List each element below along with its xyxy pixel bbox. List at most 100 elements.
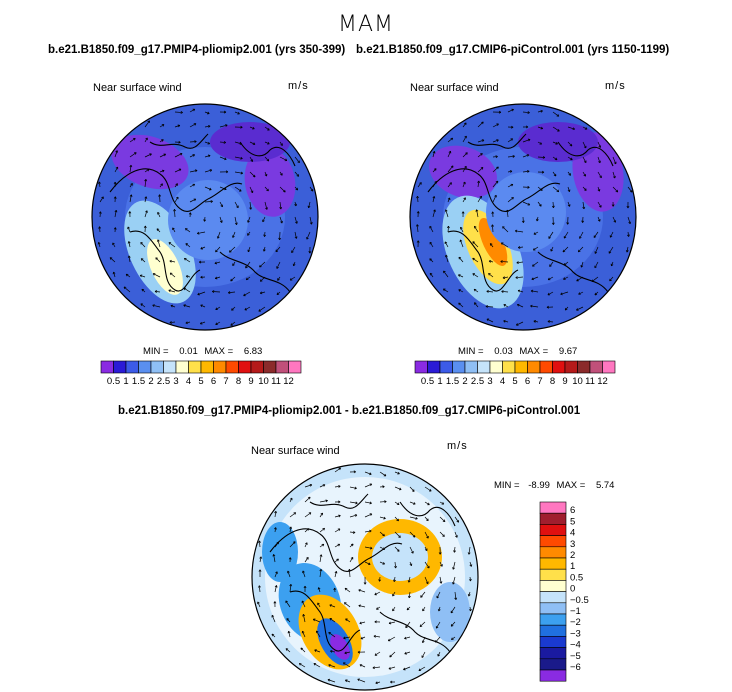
panel1-colorbar-box-7 (189, 361, 202, 373)
panel2-colorbar-box-4 (465, 361, 478, 373)
panel2-colorbar-label-2: 1.5 (446, 376, 459, 387)
panel1-minmax: MIN = 0.01 MAX = 6.83 (143, 346, 262, 357)
panel2-colorbar-label-9: 7 (537, 376, 542, 387)
panel1-colorbar-label-13: 11 (271, 376, 281, 387)
panel3-colorbar-label-13: −5 (570, 651, 581, 662)
panel2-colorbar-box-0 (415, 361, 428, 373)
panel2-colorbar-label-11: 9 (562, 376, 567, 387)
panel3-max-label: MAX = (557, 480, 586, 491)
panel1-colorbar-label-1: 1 (123, 376, 128, 387)
panel1-colorbar-box-4 (151, 361, 164, 373)
panel2-colorbar-box-3 (453, 361, 466, 373)
panel2-field-region-6 (486, 172, 566, 252)
panel2-min-label: MIN = (458, 346, 484, 357)
panel2-colorbar-box-11 (553, 361, 566, 373)
panel1-map (90, 102, 320, 332)
panel1-colorbar-label-7: 5 (198, 376, 203, 387)
panel3-colorbar-box-13 (540, 648, 566, 659)
panel2-colorbar-box-2 (440, 361, 453, 373)
panel1-colorbar-box-14 (276, 361, 289, 373)
panel3-colorbar-label-4: 2 (570, 550, 575, 561)
panel1-colorbar-box-8 (201, 361, 214, 373)
panel1-min-value: 0.01 (179, 346, 198, 357)
panel1-max-value: 6.83 (244, 346, 263, 357)
panel3-colorbar-label-12: −4 (570, 640, 581, 651)
panel2-colorbar-box-5 (478, 361, 491, 373)
panel3-colorbar-label-0: 6 (570, 505, 575, 516)
panel2-field-label: Near surface wind (410, 82, 499, 94)
panel3-field-label: Near surface wind (251, 445, 340, 457)
panel2-colorbar-box-7 (503, 361, 516, 373)
panel3-colorbar-label-11: −3 (570, 628, 581, 639)
panel3-field-region-2 (372, 533, 428, 581)
panel1-colorbar-label-12: 10 (258, 376, 269, 387)
panel1-colorbar-box-6 (176, 361, 189, 373)
panel2-colorbar-box-15 (603, 361, 616, 373)
panel1-min-label: MIN = (143, 346, 169, 357)
panel2-case-title: b.e21.B1850.f09_g17.CMIP6-piControl.001 … (356, 44, 669, 56)
panel3-map (250, 462, 480, 692)
panel1-case-title: b.e21.B1850.f09_g17.PMIP4-pliomip2.001 (… (48, 44, 345, 56)
panel1-colorbar-label-5: 3 (173, 376, 178, 387)
panel2-colorbar-label-8: 6 (525, 376, 530, 387)
panel1-colorbar-box-3 (139, 361, 152, 373)
panel1-colorbar-label-10: 8 (236, 376, 241, 387)
panel3-colorbar-box-2 (540, 524, 566, 535)
panel2-colorbar-label-4: 2.5 (471, 376, 484, 387)
panel3-max-value: 5.74 (596, 480, 615, 491)
panel3-colorbar-box-3 (540, 536, 566, 547)
panel2-units: m/s (605, 80, 626, 92)
panel1-colorbar-box-1 (114, 361, 127, 373)
panel3-colorbar-box-5 (540, 558, 566, 569)
panel1-colorbar-box-5 (164, 361, 177, 373)
panel2-colorbar-box-1 (428, 361, 441, 373)
panel1-colorbar-box-0 (101, 361, 114, 373)
panel2-colorbar-label-3: 2 (462, 376, 467, 387)
panel3-colorbar-label-5: 1 (570, 561, 575, 572)
panel2-colorbar-label-0: 0.5 (421, 376, 434, 387)
panel2-map (408, 102, 638, 332)
panel2-colorbar-label-7: 5 (512, 376, 517, 387)
panel3-colorbar-box-4 (540, 547, 566, 558)
panel3-colorbar-box-12 (540, 636, 566, 647)
panel2-colorbar-box-10 (540, 361, 553, 373)
panel2-colorbar-label-13: 11 (585, 376, 595, 387)
panel2-colorbar-box-6 (490, 361, 503, 373)
panel2-colorbar-box-8 (515, 361, 528, 373)
panel3-colorbar-box-6 (540, 569, 566, 580)
panel3-min-label: MIN = (494, 480, 520, 491)
panel2-colorbar-box-9 (528, 361, 541, 373)
panel1-colorbar-box-9 (214, 361, 227, 373)
panel3-colorbar-label-8: −0.5 (570, 595, 589, 606)
panel1-colorbar-label-8: 6 (211, 376, 216, 387)
panel1-colorbar-box-13 (264, 361, 277, 373)
panel3-colorbar-box-9 (540, 603, 566, 614)
panel3-colorbar-label-10: −2 (570, 617, 581, 628)
panel2-max-value: 9.67 (559, 346, 578, 357)
panel2-colorbar-label-12: 10 (572, 376, 583, 387)
panel3-colorbar-box-7 (540, 580, 566, 591)
panel1-colorbar-box-12 (251, 361, 264, 373)
panel2-colorbar-label-5: 3 (487, 376, 492, 387)
panel3-colorbar-box-8 (540, 592, 566, 603)
panel3-field-region-8 (430, 582, 470, 642)
panel3-colorbar-box-1 (540, 513, 566, 524)
page-title: MAM (338, 12, 394, 37)
panel1-colorbar-box-11 (239, 361, 252, 373)
panel1-max-label: MAX = (204, 346, 233, 357)
panel1-colorbar-label-9: 7 (223, 376, 228, 387)
panel2-colorbar-label-14: 12 (597, 376, 608, 387)
panel3-colorbar-label-6: 0.5 (570, 572, 583, 583)
panel3-min-value: -8.99 (528, 480, 550, 491)
panel3-colorbar-label-7: 0 (570, 584, 575, 595)
panel2-colorbar-label-1: 1 (437, 376, 442, 387)
panel3-field-region-7 (262, 522, 298, 582)
panel1-colorbar-label-3: 2 (148, 376, 153, 387)
panel3-case-title: b.e21.B1850.f09_g17.PMIP4-pliomip2.001 -… (118, 405, 580, 417)
panel2-colorbar-box-14 (590, 361, 603, 373)
panel2-minmax: MIN = 0.03 MAX = 9.67 (458, 346, 577, 357)
panel3-colorbar-label-1: 5 (570, 516, 575, 527)
panel2-colorbar-box-12 (565, 361, 578, 373)
